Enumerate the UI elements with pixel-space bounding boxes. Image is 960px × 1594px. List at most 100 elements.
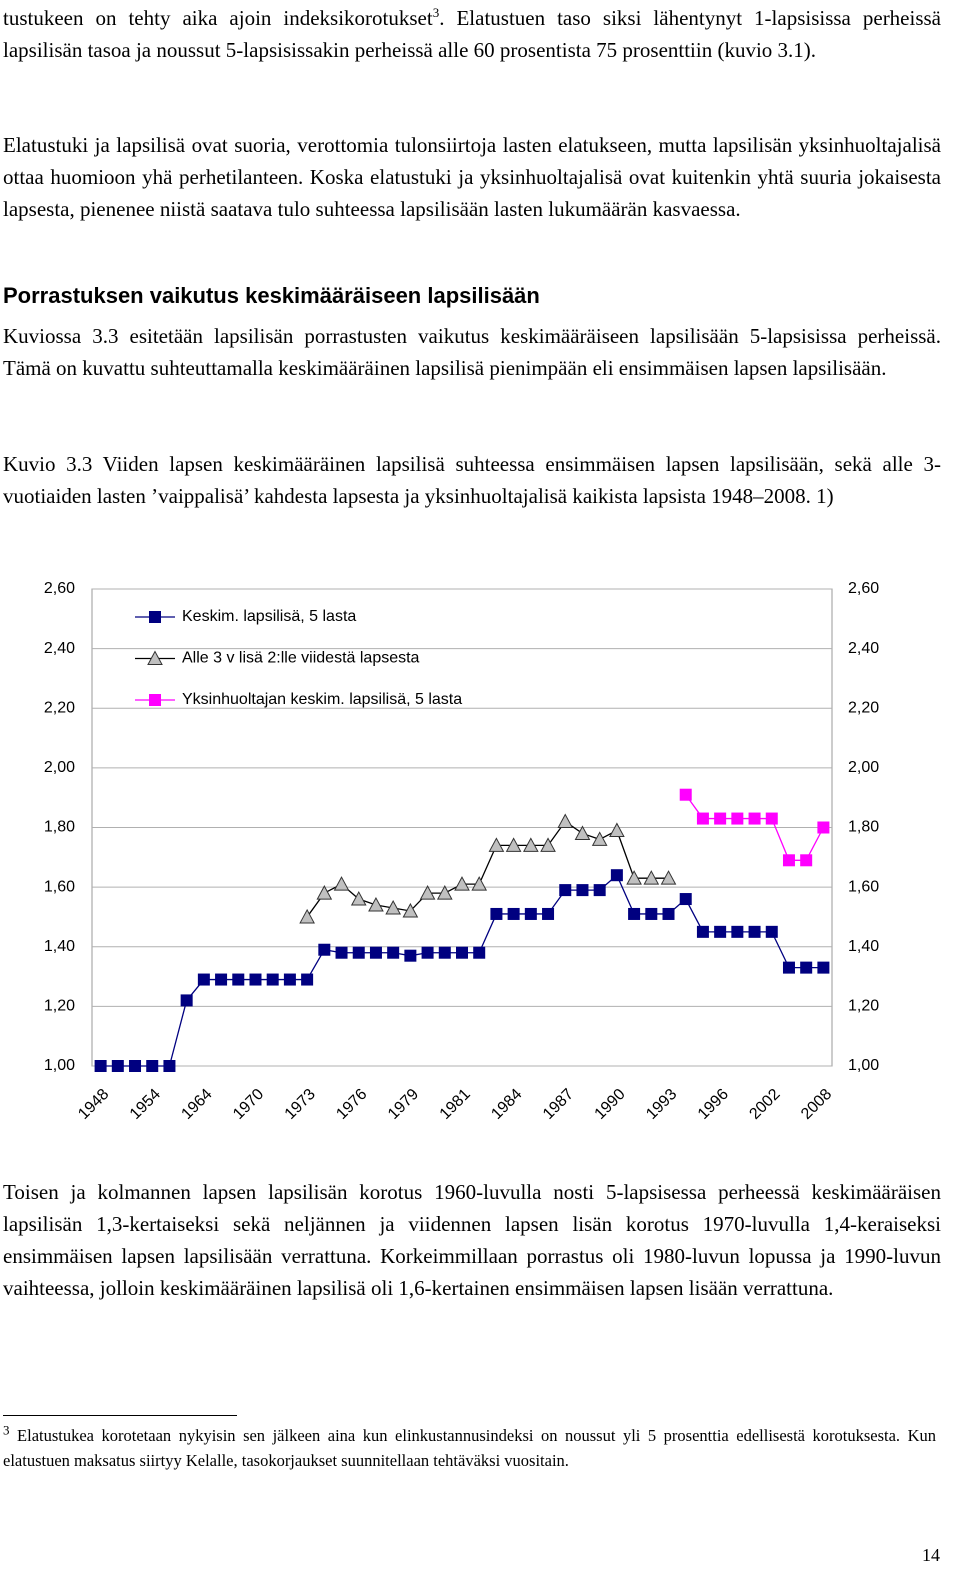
- x-tick-label: 1993: [643, 1086, 680, 1123]
- square-marker: [215, 973, 228, 986]
- square-marker: [249, 973, 262, 986]
- triangle-marker: [436, 885, 453, 900]
- x-tick-label: 1987: [540, 1086, 577, 1123]
- triangle-marker: [385, 899, 401, 915]
- x-tick-label: 2002: [746, 1086, 783, 1123]
- figure-caption: Kuvio 3.3 Viiden lapsen keskimääräinen l…: [3, 452, 941, 508]
- legend-marker: [149, 694, 161, 706]
- square-marker: [696, 925, 709, 938]
- y2-tick-label: 2,00: [848, 759, 879, 776]
- triangle-marker: [333, 876, 350, 891]
- footnote: 3 Elatustukea korotetaan nykyisin sen jä…: [3, 1424, 936, 1473]
- triangle-marker: [574, 825, 591, 840]
- triangle-marker: [488, 837, 505, 852]
- x-tick-label: 2008: [798, 1086, 835, 1123]
- square-marker: [714, 812, 727, 825]
- legend-marker: [149, 611, 161, 623]
- square-marker: [610, 869, 623, 882]
- footnote-rule: [3, 1415, 237, 1416]
- square-marker: [645, 907, 658, 920]
- triangle-marker: [523, 837, 539, 852]
- square-marker: [628, 907, 641, 920]
- square-marker: [696, 812, 709, 825]
- triangle-marker: [316, 885, 333, 900]
- x-tick-label: 1979: [385, 1086, 422, 1123]
- x-tick-label: 1990: [592, 1086, 629, 1123]
- square-marker: [576, 884, 589, 897]
- square-marker: [301, 973, 314, 986]
- page-number: 14: [922, 1545, 940, 1565]
- footnote-number: 3: [3, 1422, 10, 1438]
- text: . Elatustuen taso siksi lähentynyt 1-lap…: [3, 6, 942, 62]
- series-line: [306, 820, 669, 918]
- square-marker: [524, 907, 537, 920]
- triangle-marker: [626, 870, 642, 885]
- triangle-marker: [419, 885, 436, 900]
- square-marker: [559, 884, 572, 897]
- triangle-marker: [609, 822, 625, 837]
- square-marker: [438, 946, 451, 959]
- square-marker: [679, 893, 692, 906]
- paragraph: Elatustuki ja lapsilisä ovat suoria, ver…: [3, 133, 941, 221]
- y2-tick-label: 1,60: [848, 878, 879, 895]
- x-tick-label: 1976: [333, 1086, 370, 1123]
- triangle-marker: [454, 876, 470, 891]
- triangle-marker: [505, 837, 522, 852]
- y-tick-label: 1,80: [44, 819, 75, 836]
- footnote-ref: 3: [432, 5, 440, 20]
- triangle-marker: [368, 896, 384, 912]
- y-tick-label: 1,60: [44, 878, 75, 895]
- y2-tick-label: 1,20: [848, 998, 879, 1015]
- square-marker: [490, 907, 503, 920]
- square-marker: [800, 961, 813, 974]
- legend-label: Yksinhuoltajan keskim. lapsilisä, 5 last…: [182, 691, 462, 708]
- triangle-marker: [471, 876, 488, 891]
- x-tick-label: 1964: [178, 1086, 215, 1123]
- square-marker: [542, 907, 555, 920]
- square-marker: [387, 946, 400, 959]
- square-marker: [679, 788, 692, 801]
- square-marker: [782, 854, 795, 867]
- heading: Porrastuksen vaikutus keskimääräiseen la…: [3, 283, 540, 308]
- square-marker: [817, 961, 830, 974]
- triangle-marker: [643, 870, 660, 885]
- y-tick-label: 1,20: [44, 998, 75, 1015]
- y-tick-label: 2,00: [44, 759, 75, 776]
- y-tick-label: 2,20: [44, 699, 75, 716]
- paragraph: tustukeen on tehty aika ajoin indeksikor…: [3, 2, 941, 66]
- square-marker: [765, 812, 778, 825]
- x-tick-label: 1996: [695, 1086, 732, 1123]
- square-marker: [335, 946, 348, 959]
- triangle-marker: [299, 908, 315, 924]
- legend-label: Keskim. lapsilisä, 5 lasta: [182, 608, 356, 625]
- triangle-marker: [540, 837, 556, 852]
- square-marker: [593, 884, 606, 897]
- text: tustukeen on tehty aika ajoin indeksikor…: [3, 6, 433, 30]
- triangle-marker: [350, 890, 367, 906]
- square-marker: [404, 949, 417, 962]
- square-marker: [714, 925, 727, 938]
- paragraph: Toisen ja kolmannen lapsen lapsilisän ko…: [3, 1180, 941, 1300]
- y-tick-label: 2,40: [44, 640, 75, 657]
- triangle-marker: [591, 831, 608, 846]
- x-tick-label: 1984: [488, 1086, 525, 1123]
- x-tick-label: 1981: [437, 1086, 474, 1123]
- x-tick-label: 1948: [75, 1086, 112, 1123]
- chart: 1,00 1,20 1,40 1,60 1,80 2,00 2,20 2,40 2,60 1,00…: [44, 580, 879, 1123]
- square-marker: [111, 1060, 124, 1072]
- y2-tick-label: 1,40: [848, 938, 879, 955]
- y2-tick-label: 2,60: [848, 580, 879, 597]
- square-marker: [421, 946, 434, 959]
- square-marker: [662, 907, 675, 920]
- y2-tick-label: 1,00: [848, 1057, 879, 1074]
- square-marker: [180, 994, 193, 1007]
- square-marker: [507, 907, 520, 920]
- square-marker: [731, 812, 744, 825]
- square-marker: [163, 1060, 176, 1072]
- square-marker: [782, 961, 795, 974]
- x-tick-label: 1954: [127, 1086, 164, 1123]
- square-marker: [283, 973, 296, 986]
- paragraph: Kuviossa 3.3 esitetään lapsilisän porras…: [3, 324, 941, 380]
